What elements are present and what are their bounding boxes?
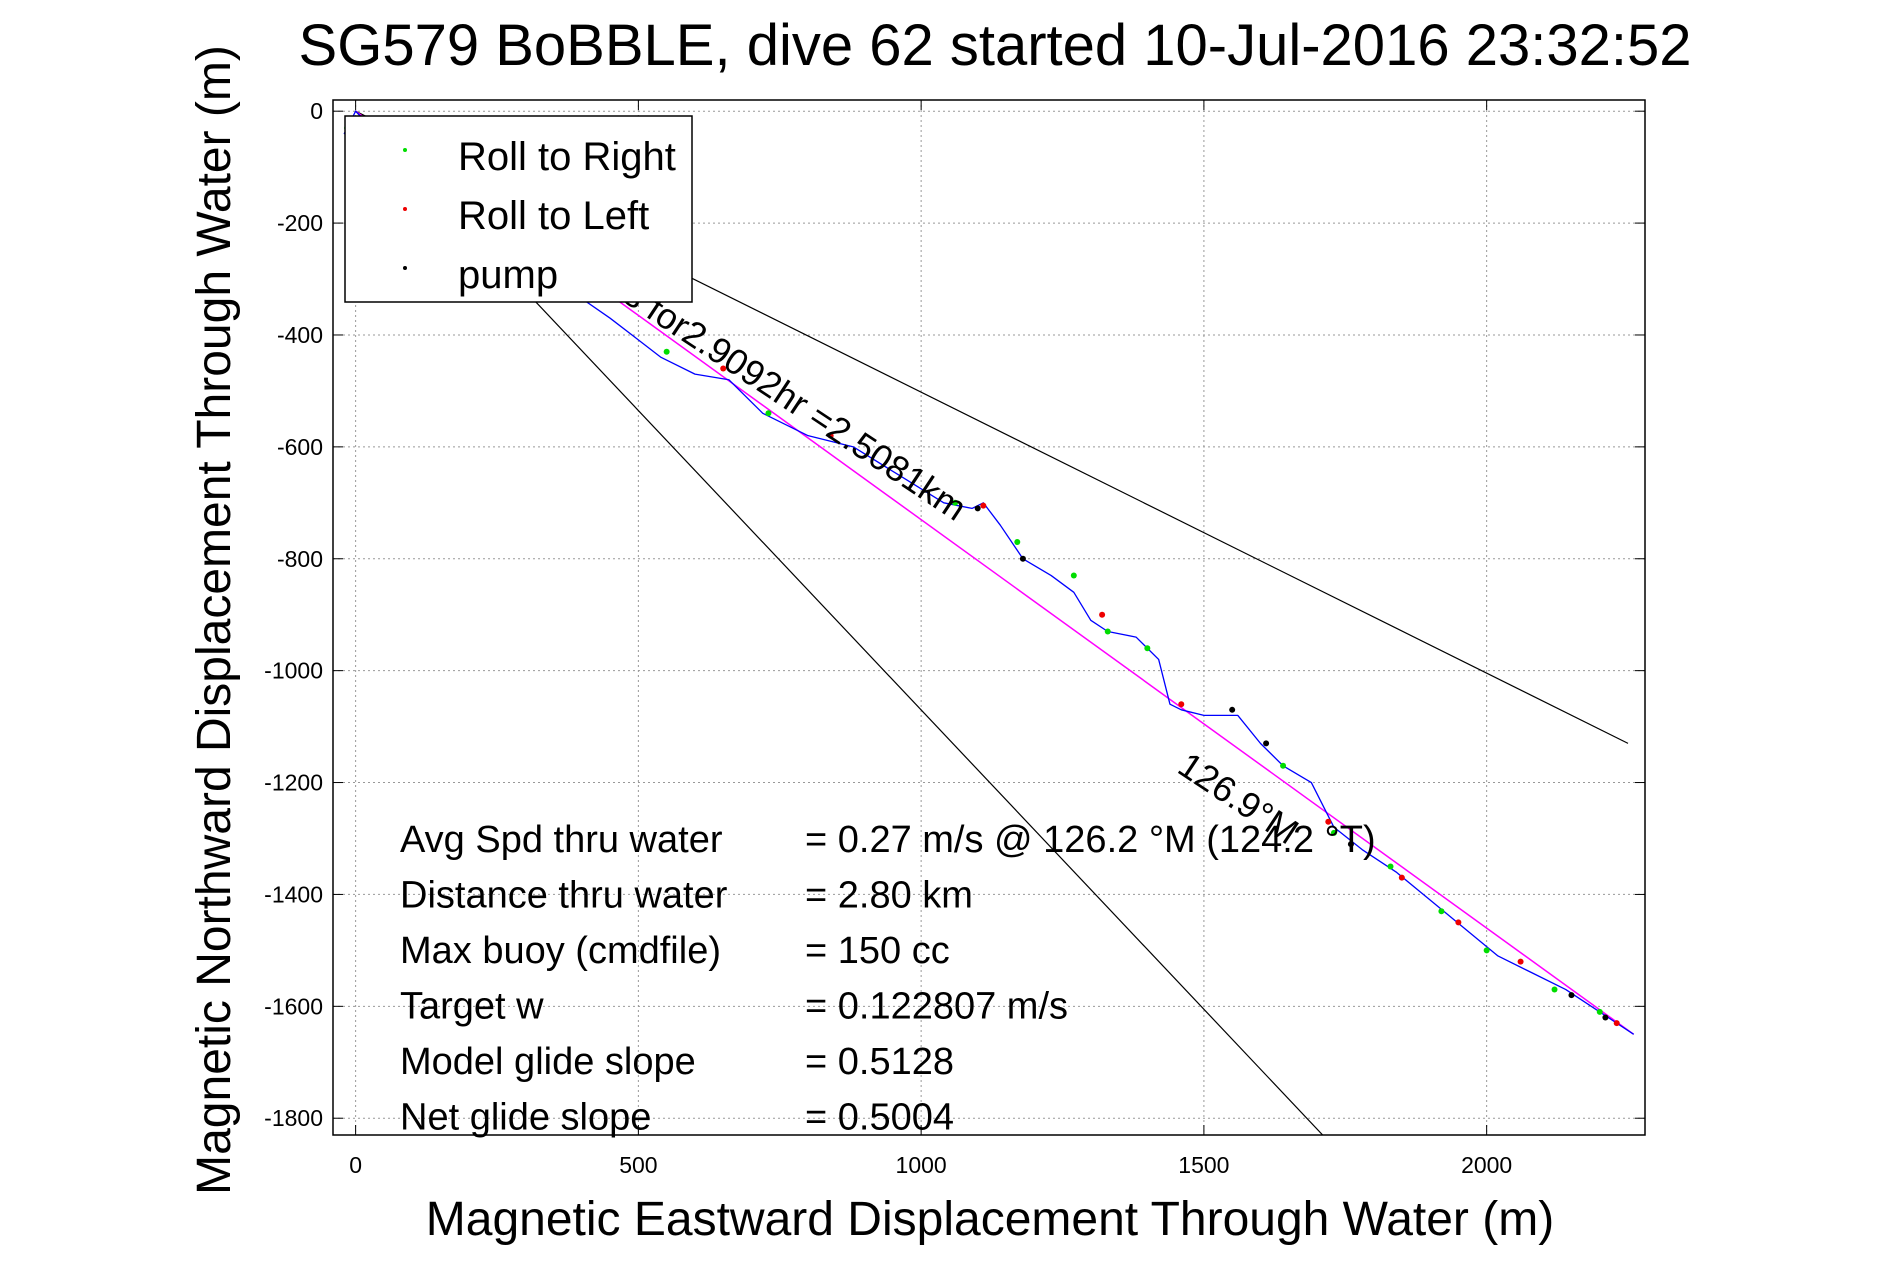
y-tick-label: -1400 [264,881,323,907]
roll-right-point [1144,645,1151,652]
stat-label: Avg Spd thru water [400,819,723,861]
y-tick-label: -200 [277,210,323,236]
x-tick-label: 1000 [896,1152,947,1178]
x-tick-label: 2000 [1461,1152,1512,1178]
plot-frame [332,99,1646,1136]
y-tick-label: -1200 [264,770,323,796]
x-tick-label: 500 [619,1152,657,1178]
roll-left-point [1613,1020,1620,1027]
pump-point [974,505,981,512]
stat-value: = 150 cc [805,930,950,972]
roll-right-point [1387,863,1394,870]
roll-left-point [1178,701,1185,708]
y-tick-label: -400 [277,322,323,348]
x-axis-label: Magnetic Eastward Displacement Through W… [426,1193,1554,1246]
roll-right-point [1104,628,1111,635]
stat-value: = 0.5004 [805,1097,954,1139]
legend-label-roll-right: Roll to Right [458,135,676,179]
legend-label-pump: pump [458,253,558,297]
legend-label-roll-left: Roll to Left [458,194,649,238]
y-tick-label: -1000 [264,658,323,684]
pump-point [1568,992,1575,999]
y-tick-label: -1800 [264,1105,323,1131]
y-tick-label: -1600 [264,993,323,1019]
y-axis-label: Magnetic Northward Displacement Through … [188,45,241,1195]
stat-label: Net glide slope [400,1097,651,1139]
roll-left-point [1517,958,1524,965]
roll-left-point [1099,611,1106,618]
stat-label: Target w [400,986,544,1028]
stat-value: = 0.5128 [805,1041,954,1083]
roll-right-point [765,410,772,417]
pump-point [1263,740,1270,747]
y-tick-label: -600 [277,434,323,460]
y-axis-ticks: 0 -200 -400 -600 -800 -1000 -1200 -1400 -1600 -18… [264,98,1645,1131]
roll-left-point [720,365,727,372]
y-tick-label: 0 [310,98,323,124]
legend-marker-roll-right [403,148,407,152]
roll-left-point [1455,919,1462,926]
dive-statistics: Avg Spd thru water = 0.27 m/s @ 126.2 °M … [400,819,1376,1139]
roll-right-point [952,499,959,506]
stat-value: = 0.27 m/s @ 126.2 °M (124.2 °T) [805,819,1376,861]
pump-point [1602,1014,1609,1021]
roll-right-point [1330,829,1337,836]
x-axis-ticks: 0 500 1000 1500 2000 [349,100,1512,1178]
chart-title: SG579 BoBBLE, dive 62 started 10-Jul-201… [299,13,1692,78]
stat-value: = 0.122807 m/s [805,986,1068,1028]
roll-right-point [1438,908,1445,915]
roll-left-point [827,432,834,439]
roll-right-point [1483,947,1490,954]
pump-point [1229,706,1236,713]
y-tick-label: -800 [277,546,323,572]
legend: Roll to Right Roll to Left pump [344,115,693,303]
stat-label: Max buoy (cmdfile) [400,930,721,972]
pump-point [1347,841,1354,848]
stat-label: Model glide slope [400,1041,696,1083]
roll-right-point [1551,986,1558,993]
roll-right-point [1596,1008,1603,1015]
roll-right-point [663,348,670,355]
roll-right-point [1014,538,1021,545]
roll-left-point [1398,874,1405,881]
pump-point [1019,555,1026,562]
roll-right-point [1280,762,1287,769]
roll-right-point [1070,572,1077,579]
roll-left-point [980,502,987,509]
legend-marker-roll-left [403,207,407,211]
stat-label: Distance thru water [400,875,728,917]
x-tick-label: 0 [349,1152,362,1178]
x-tick-label: 1500 [1178,1152,1229,1178]
roll-left-point [1325,818,1332,825]
stat-value: = 2.80 km [805,875,973,917]
legend-box [344,115,693,303]
legend-marker-pump [403,266,407,270]
